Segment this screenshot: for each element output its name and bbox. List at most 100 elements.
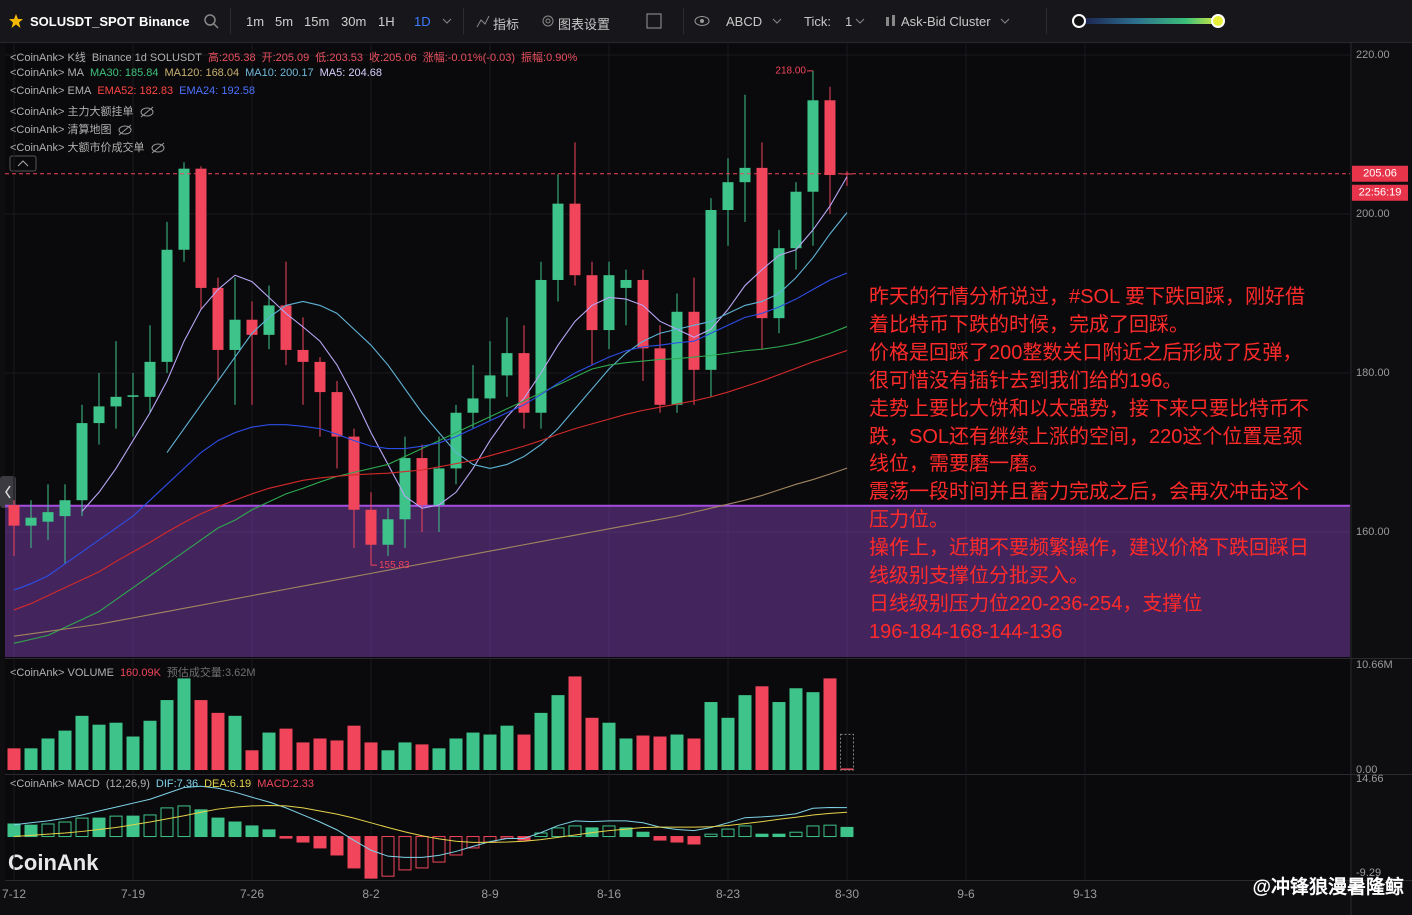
candle-body (773, 248, 785, 319)
low-marker: 155.83 (379, 560, 410, 571)
favorite-star[interactable] (9, 14, 23, 28)
volume-bar (143, 720, 157, 770)
volume-bar (585, 717, 599, 770)
legend-item: <CoinAnk> MA (10, 67, 84, 79)
macd-bar (211, 817, 225, 838)
hidden-icon[interactable] (150, 142, 166, 154)
legend-item: <CoinAnk> EMA (10, 85, 92, 97)
support-zone (5, 505, 1350, 657)
symbol[interactable]: SOLUSDT_SPOT (30, 14, 135, 29)
macd-bar (738, 825, 752, 838)
collapse-arrow (5, 485, 11, 499)
macd-line (13, 805, 848, 843)
candle-body (59, 500, 71, 517)
macd-bar (313, 836, 327, 849)
volume-bar (636, 735, 650, 770)
legend-item: EMA24: 192.58 (179, 85, 256, 97)
interval-button[interactable]: 1D (414, 14, 431, 29)
eye-icon[interactable] (694, 14, 710, 28)
volume-bar (347, 725, 361, 770)
y-tick-label: 10.66M (1356, 659, 1393, 671)
interval-button[interactable]: 15m (304, 14, 330, 29)
x-tick-label: 8-23 (716, 887, 740, 901)
candle-body (382, 519, 394, 545)
indicators-button[interactable]: 指标 (493, 17, 520, 32)
annotation-line: 价格是回踩了200整数关口附近之后形成了反弹， (869, 341, 1303, 364)
legend-item: MA10: 200.17 (245, 67, 314, 79)
high-marker: 218.00 (775, 66, 806, 77)
candle-body (365, 509, 377, 545)
macd-bar (347, 836, 361, 869)
legend-item: <CoinAnk> MACD (10, 778, 100, 790)
interval-button[interactable]: 30m (341, 14, 367, 29)
annotation-line: 昨天的行情分析说过，#SOL 要下跌回踩，刚好借 (869, 286, 1305, 308)
volume-bar (517, 734, 531, 770)
annotation-line: 线位，需要磨一磨。 (869, 453, 1049, 476)
volume-bar (840, 768, 854, 770)
chevron[interactable] (772, 16, 782, 26)
y-tick-label: 180.00 (1356, 367, 1390, 379)
search-icon[interactable] (203, 13, 219, 29)
y-tick-label: -9.29 (1356, 867, 1381, 879)
exchange[interactable]: Binance (139, 14, 190, 29)
y-tick-label: 200.00 (1356, 208, 1390, 220)
hidden-icon[interactable] (139, 106, 155, 118)
chevron[interactable] (855, 16, 865, 26)
annotation-line: 操作上，近期不要频繁操作，建议价格下跌回踩日 (869, 537, 1309, 560)
chevron[interactable] (442, 16, 452, 26)
interval-button[interactable]: 1H (378, 14, 395, 29)
macd-bar (262, 829, 276, 838)
macd-bar (772, 833, 786, 838)
legend-row: <CoinAnk> 主力大额挂单 (10, 103, 155, 119)
macd-bar (177, 805, 191, 838)
legend-item: <CoinAnk> 主力大额挂单 (10, 106, 134, 118)
legend-row: <CoinAnk> MA MA30: 185.84 MA120: 168.04 MA1… (10, 67, 388, 79)
volume-bar (500, 725, 514, 770)
chart-settings-button[interactable]: 图表设置 (558, 17, 611, 32)
volume-bar (109, 722, 123, 770)
legend-item: EMA52: 182.83 (97, 85, 174, 97)
macd-bar (143, 814, 157, 838)
drawing-tool[interactable]: ABCD (726, 14, 763, 29)
interval-button[interactable]: 1m (246, 14, 265, 29)
cluster-button[interactable]: Ask-Bid Cluster (901, 14, 991, 29)
x-tick-label: 8-16 (597, 887, 621, 901)
macd-bar (58, 821, 72, 838)
collapse-button[interactable] (0, 476, 16, 508)
candle-body (42, 512, 54, 522)
candle-body (110, 396, 122, 407)
candle-body (603, 275, 615, 331)
volume-bar (823, 678, 837, 770)
heat-slider[interactable] (1070, 13, 1230, 29)
hidden-icon[interactable] (117, 124, 133, 136)
volume-bar (160, 700, 174, 770)
candle-body (484, 375, 496, 399)
volume-bar (619, 738, 633, 770)
candle-body (620, 279, 632, 288)
volume-bar (806, 692, 820, 770)
legend-toggle[interactable] (9, 155, 37, 172)
x-tick-label: 8-9 (481, 887, 499, 901)
candle-body (212, 287, 224, 350)
chevron[interactable] (1000, 16, 1010, 26)
tick-value[interactable]: 1 (845, 14, 853, 29)
macd-bar (823, 824, 837, 838)
macd-bar (806, 825, 820, 838)
macd-bar (245, 825, 259, 838)
candle-body (807, 100, 819, 192)
candle-body (246, 319, 258, 335)
candle-body (161, 249, 173, 362)
candle-body (25, 517, 37, 526)
legend-item: (12,26,9) (105, 778, 150, 790)
legend-item: <CoinAnk> 大额市价成交单 (10, 142, 145, 154)
candle-body (722, 182, 734, 211)
macd-bar (721, 828, 735, 838)
tick-label: Tick: (804, 14, 831, 29)
macd-bar (636, 831, 650, 838)
candle-body (824, 100, 836, 176)
macd-bar (653, 836, 667, 841)
interval-button[interactable]: 5m (275, 14, 294, 29)
layout-button[interactable] (646, 13, 662, 29)
volume-bar (126, 736, 140, 770)
